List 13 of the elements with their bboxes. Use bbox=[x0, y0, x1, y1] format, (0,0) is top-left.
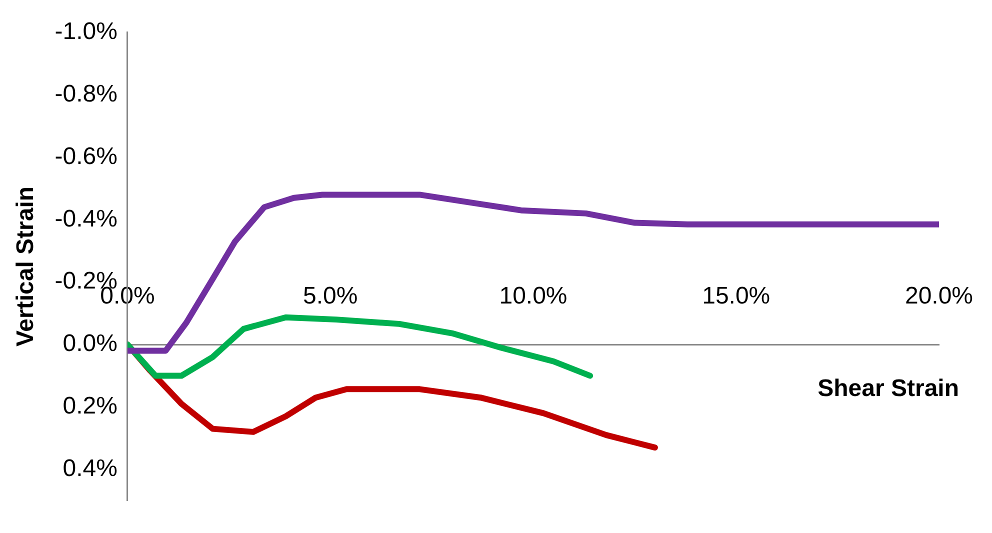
y-tick-label: -1.0% bbox=[54, 18, 118, 46]
y-tick-label: -0.8% bbox=[54, 80, 118, 108]
y-tick-label: 0.2% bbox=[62, 392, 118, 420]
x-tick-label: 15.0% bbox=[702, 282, 770, 310]
x-tick-label: 20.0% bbox=[904, 282, 974, 310]
y-tick-label: 0.0% bbox=[62, 330, 118, 358]
y-tick-label: 0.4% bbox=[62, 455, 118, 482]
x-tick-label: 5.0% bbox=[303, 282, 358, 310]
x-axis-title: Shear Strain bbox=[818, 375, 959, 402]
x-tick-label: 10.0% bbox=[499, 282, 568, 310]
y-axis-title: Vertical Strain bbox=[12, 186, 40, 347]
y-tick-label: -0.6% bbox=[54, 142, 118, 170]
y-tick-label: -0.4% bbox=[54, 205, 118, 232]
